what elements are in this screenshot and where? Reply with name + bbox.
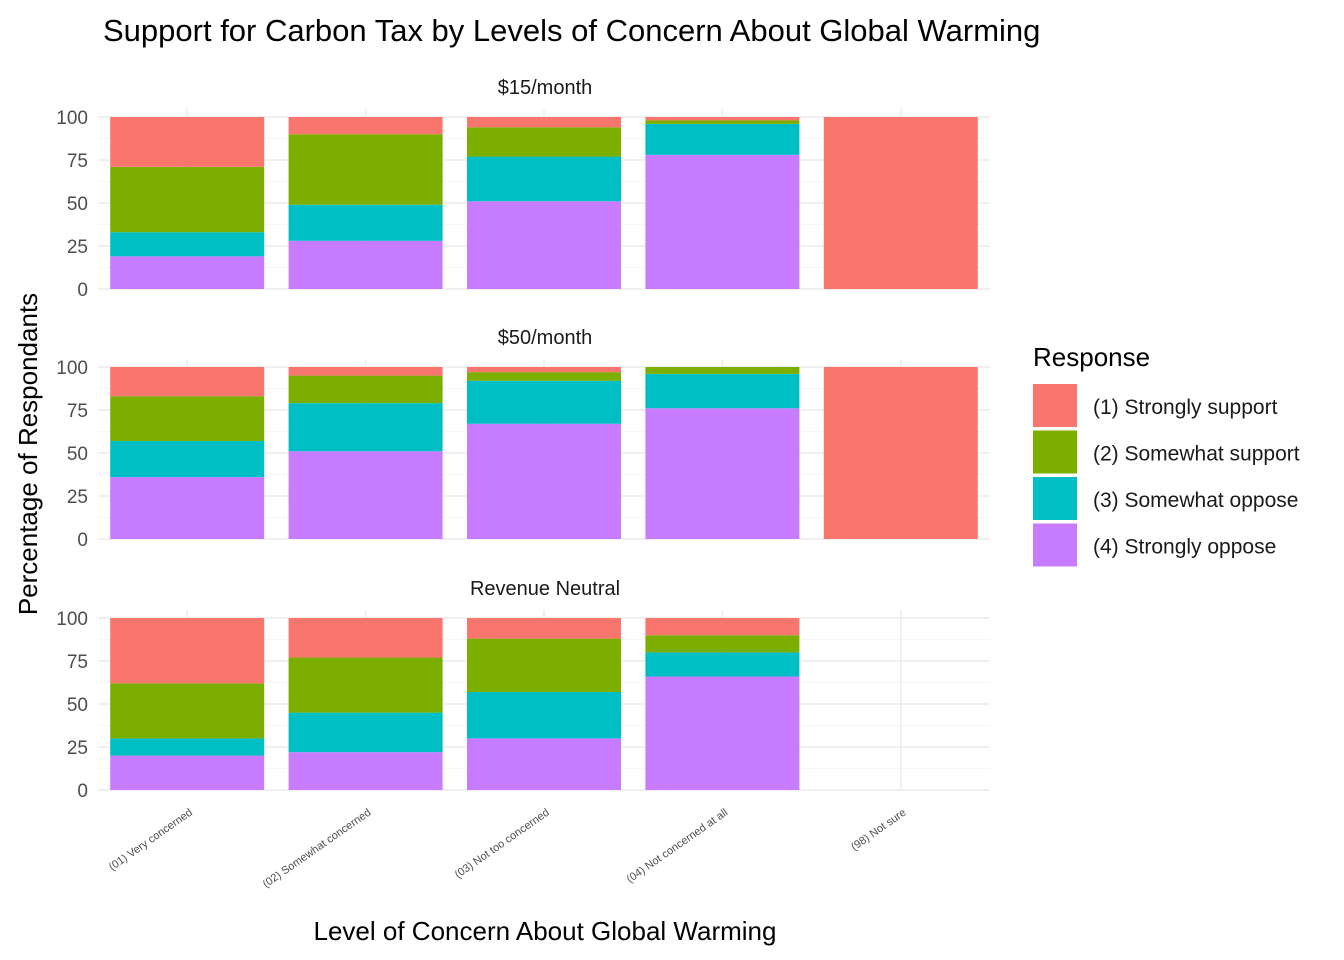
y-tick-label: 50 — [67, 695, 88, 716]
bar-segment — [110, 440, 265, 478]
bar-segment — [288, 204, 443, 241]
legend-swatch — [1033, 477, 1077, 520]
facet-label: $50/month — [498, 327, 593, 349]
bar-segment — [645, 635, 800, 653]
bar-segment — [467, 127, 621, 157]
x-tick-label: (02) Somewhat concerned — [261, 807, 374, 891]
y-tick-label: 0 — [77, 280, 88, 301]
bar-segment — [288, 712, 443, 753]
bar-segment — [288, 752, 443, 790]
bar-segment — [645, 367, 800, 374]
legend-label: (4) Strongly oppose — [1093, 536, 1276, 559]
legend-label: (3) Somewhat oppose — [1093, 489, 1298, 512]
bar-segment — [288, 451, 443, 539]
y-tick-label: 25 — [67, 738, 88, 759]
facet-label: $15/month — [498, 77, 593, 99]
legend-label: (2) Somewhat support — [1093, 443, 1300, 466]
bar-segment — [645, 123, 800, 155]
bar-segment — [288, 403, 443, 452]
bar-segment — [645, 676, 800, 790]
bar-segment — [645, 408, 800, 539]
bar-segment — [467, 201, 621, 289]
bar-segment — [467, 367, 621, 373]
bar-segment — [110, 232, 265, 257]
y-tick-label: 0 — [77, 530, 88, 551]
x-tick-label: (03) Not too concerned — [453, 807, 552, 881]
y-tick-label: 25 — [67, 487, 88, 508]
bar-segment — [467, 380, 621, 424]
bar-segment — [645, 373, 800, 409]
bar-segment — [110, 396, 265, 441]
legend-swatch — [1033, 523, 1077, 567]
x-axis-title: Level of Concern About Global Warming — [314, 916, 777, 946]
bar-segment — [645, 652, 800, 677]
bar-segment — [467, 423, 621, 539]
bar-segment — [110, 256, 265, 289]
y-tick-label: 100 — [56, 108, 88, 129]
bar-segment — [110, 367, 265, 397]
x-tick-label: (01) Very concerned — [107, 807, 195, 874]
bar-segment — [288, 618, 443, 658]
bar-segment — [467, 618, 621, 639]
facet-panel: Revenue Neutral 0 25 50 75 100 — [56, 578, 990, 802]
y-tick-label: 100 — [56, 609, 88, 630]
chart-title: Support for Carbon Tax by Levels of Conc… — [103, 13, 1040, 48]
bar-segment — [110, 166, 265, 233]
y-tick-label: 75 — [67, 401, 88, 422]
bar-segment — [110, 117, 265, 167]
bar-segment — [467, 372, 621, 381]
bar-segment — [823, 117, 978, 289]
bar-segment — [467, 738, 621, 790]
x-tick-label: (04) Not concerned at all — [625, 807, 731, 886]
bar-segment — [288, 240, 443, 289]
bar-segment — [645, 117, 800, 121]
bar-segment — [645, 154, 800, 289]
bar-segment — [467, 691, 621, 739]
legend-swatch — [1033, 430, 1077, 474]
bar-segment — [645, 120, 800, 124]
bar-segment — [645, 618, 800, 636]
facet-panel: $15/month 0 25 50 75 100 — [56, 77, 990, 301]
bar-segment — [288, 134, 443, 205]
legend-label: (1) Strongly support — [1093, 396, 1278, 419]
legend: (1) Strongly support (2) Somewhat support… — [1033, 384, 1300, 567]
x-tick-label: (98) Not sure — [849, 807, 908, 854]
bar-segment — [467, 638, 621, 692]
bar-segment — [110, 618, 265, 684]
bar-segment — [467, 156, 621, 202]
facet-panels: $15/month0255075100$50/month0255075100Re… — [56, 77, 990, 890]
y-tick-label: 50 — [67, 194, 88, 215]
bar-segment — [823, 367, 978, 539]
y-axis-title: Percentage of Respondants — [13, 293, 43, 615]
y-tick-label: 0 — [77, 781, 88, 802]
facet-label: Revenue Neutral — [470, 578, 620, 600]
bar-segment — [288, 367, 443, 376]
legend-swatch — [1033, 384, 1077, 427]
y-tick-label: 25 — [67, 237, 88, 258]
bar-segment — [110, 755, 265, 790]
bar-segment — [288, 657, 443, 713]
bar-segment — [110, 738, 265, 756]
y-tick-label: 100 — [56, 358, 88, 379]
bar-segment — [110, 683, 265, 739]
y-tick-label: 75 — [67, 652, 88, 673]
legend-title: Response — [1033, 342, 1150, 372]
y-tick-label: 50 — [67, 444, 88, 465]
bar-segment — [288, 117, 443, 135]
facet-panel: $50/month 0 25 50 75 100 — [56, 327, 990, 551]
bar-segment — [288, 375, 443, 404]
y-tick-label: 75 — [67, 151, 88, 172]
bar-segment — [467, 117, 621, 128]
bar-segment — [110, 477, 265, 539]
